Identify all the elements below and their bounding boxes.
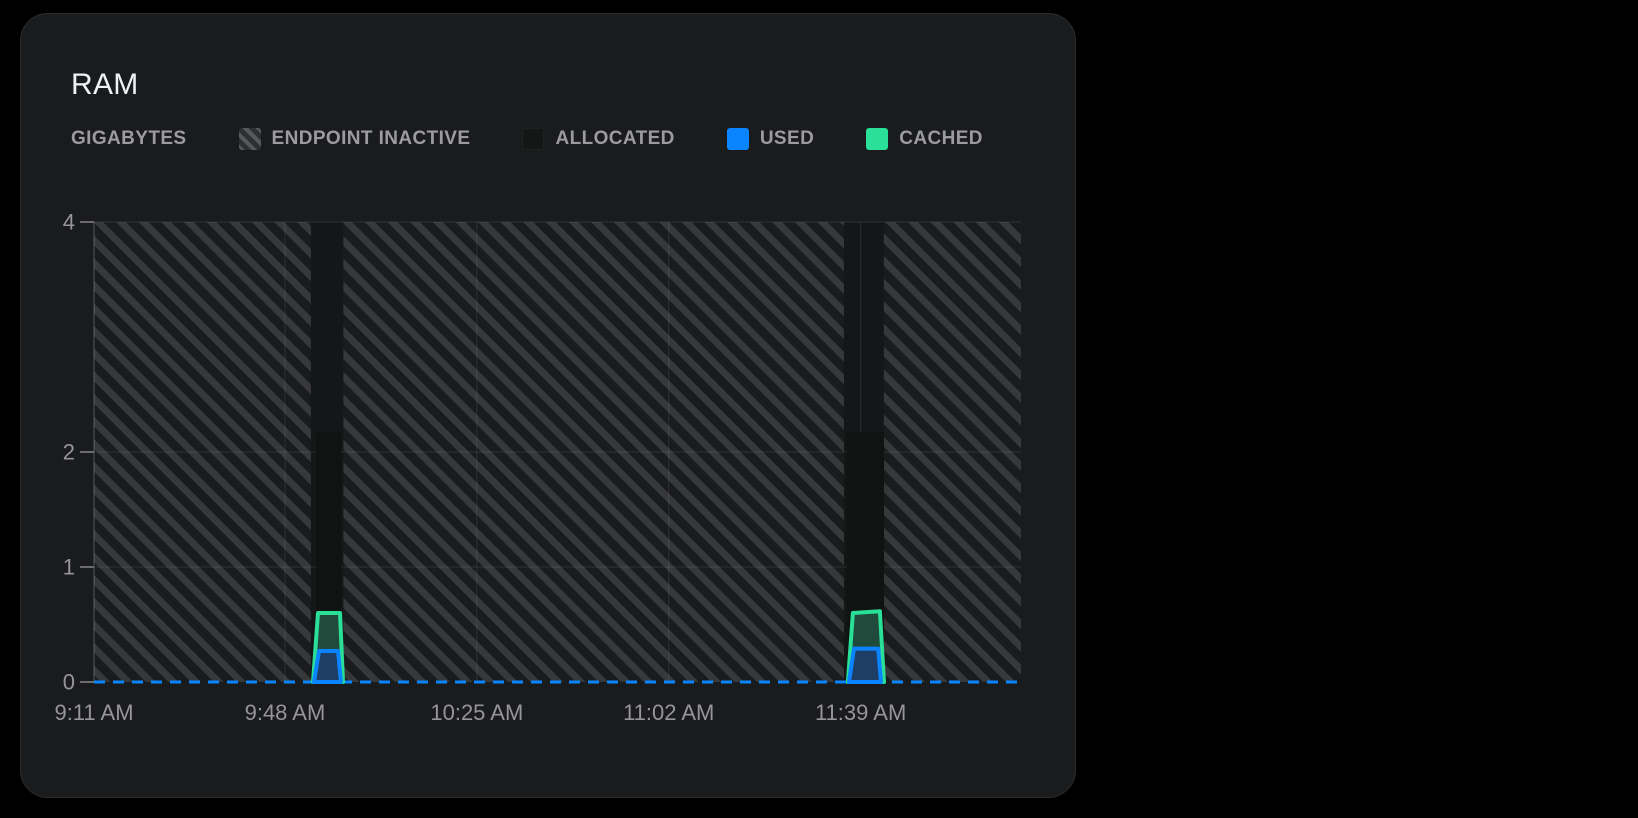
used-area xyxy=(846,646,883,684)
x-tick-label: 11:39 AM xyxy=(815,700,906,725)
y-tick-label: 2 xyxy=(63,440,75,465)
x-axis-labels: 9:11 AM 9:48 AM 10:25 AM 11:02 AM 11:39 AM xyxy=(54,700,906,725)
x-tick-label: 9:48 AM xyxy=(245,700,326,725)
endpoint-inactive-hatch-icon xyxy=(238,128,261,150)
legend-item-used: USED xyxy=(726,128,815,150)
legend-label: CACHED xyxy=(899,128,983,149)
used-swatch-icon xyxy=(726,128,749,150)
y-tick-label: 4 xyxy=(63,210,75,235)
ram-metrics-card: RAM GIGABYTES ENDPOINT INACTIVE ALLOCATE… xyxy=(20,13,1076,798)
used-area xyxy=(312,649,343,684)
y-tick-label: 0 xyxy=(63,670,75,695)
cached-swatch-icon xyxy=(866,128,889,150)
x-tick-label: 11:02 AM xyxy=(623,700,714,725)
legend-label: ENDPOINT INACTIVE xyxy=(271,128,471,149)
legend-item-endpoint-inactive: ENDPOINT INACTIVE xyxy=(238,128,471,150)
legend-item-cached: CACHED xyxy=(866,128,983,150)
y-axis-unit-label: GIGABYTES xyxy=(71,128,187,149)
allocated-swatch-icon xyxy=(522,128,545,150)
y-axis-labels: 0 1 2 4 xyxy=(63,210,94,695)
chart-legend: GIGABYTES ENDPOINT INACTIVE ALLOCATED US… xyxy=(71,128,983,150)
x-tick-label: 9:11 AM xyxy=(54,700,133,725)
x-tick-label: 10:25 AM xyxy=(430,700,523,725)
y-tick-label: 1 xyxy=(63,555,75,580)
legend-label: USED xyxy=(759,128,815,149)
ram-chart[interactable]: 0 1 2 4 9:11 AM 9:48 AM 10:25 AM 11:02 AM 11:39 … xyxy=(21,14,1075,797)
card-title: RAM xyxy=(71,68,139,101)
ram-chart-canvas[interactable]: 0 1 2 4 9:11 AM 9:48 AM 10:25 AM 11:02 AM 11:39 … xyxy=(21,14,1076,798)
legend-label: ALLOCATED xyxy=(555,128,675,149)
legend-item-allocated: ALLOCATED xyxy=(522,128,674,150)
used-series xyxy=(312,646,883,684)
